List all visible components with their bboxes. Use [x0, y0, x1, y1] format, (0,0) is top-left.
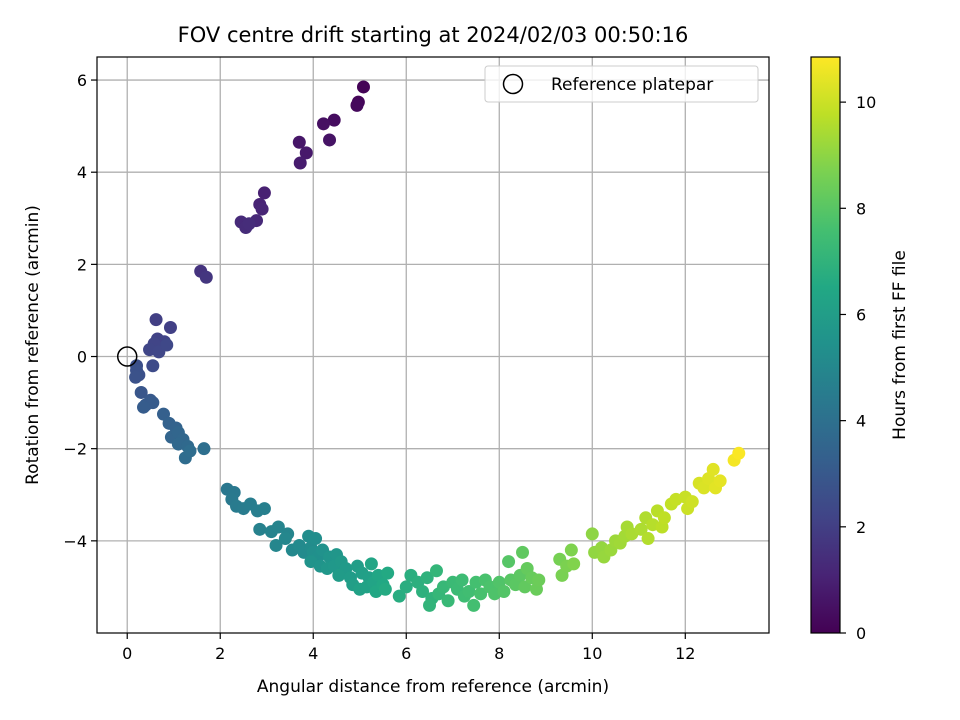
data-point — [429, 564, 443, 578]
data-point — [163, 320, 177, 334]
x-tick-label: 6 — [401, 644, 411, 663]
colorbar-tick-label: 6 — [856, 305, 866, 324]
data-point — [332, 568, 346, 582]
data-point — [399, 580, 413, 594]
data-point — [634, 522, 648, 536]
legend: Reference platepar — [484, 65, 759, 103]
data-point — [467, 598, 481, 612]
data-points — [116, 80, 746, 612]
data-point — [462, 585, 476, 599]
data-point — [253, 522, 267, 536]
data-point — [685, 495, 699, 509]
data-point — [532, 573, 546, 587]
data-point — [293, 156, 307, 170]
x-tick-label: 2 — [215, 644, 225, 663]
y-tick-label: 6 — [77, 71, 87, 90]
data-point — [278, 532, 292, 546]
data-point — [257, 502, 271, 516]
y-tick-label: 2 — [77, 255, 87, 274]
data-point — [516, 545, 530, 559]
data-point — [137, 400, 151, 414]
data-point — [129, 370, 143, 384]
plot-frame — [96, 56, 770, 634]
y-tick-label: 4 — [77, 163, 87, 182]
data-point — [327, 113, 341, 127]
data-point — [292, 135, 306, 149]
data-point — [455, 573, 469, 587]
data-point — [149, 313, 163, 327]
y-axis-label: Rotation from reference (arcmin) — [23, 205, 43, 485]
data-point — [474, 587, 488, 601]
colorbar-tick-label: 10 — [856, 93, 876, 112]
data-point — [271, 520, 285, 534]
reference-platepar-marker — [116, 346, 138, 367]
data-point — [299, 146, 313, 160]
data-point — [242, 217, 256, 231]
data-point — [378, 582, 392, 596]
data-point — [356, 80, 370, 94]
data-point — [160, 338, 174, 352]
data-point — [518, 580, 532, 594]
data-point — [269, 538, 283, 552]
data-point — [199, 270, 213, 284]
data-point — [381, 566, 395, 580]
colorbar-tick-label: 4 — [856, 412, 866, 431]
data-point — [183, 444, 197, 458]
colorbar-ticks: 0 2 4 6 8 10 — [840, 93, 876, 643]
data-point — [497, 585, 511, 599]
data-point — [392, 589, 406, 603]
x-axis-label: Angular distance from reference (arcmin) — [257, 677, 609, 697]
data-point — [134, 385, 148, 399]
y-tick-label: 0 — [77, 348, 87, 367]
data-point — [564, 543, 578, 557]
data-point — [309, 532, 323, 546]
data-point — [323, 133, 337, 147]
y-tick-label: −4 — [63, 532, 87, 551]
grid — [97, 57, 769, 633]
x-tick-label: 4 — [308, 644, 318, 663]
data-point — [441, 594, 455, 608]
chart-title: FOV centre drift starting at 2024/02/03 … — [178, 23, 689, 47]
data-point — [197, 442, 211, 456]
colorbar-tick-label: 0 — [856, 624, 866, 643]
x-tick-label: 10 — [582, 644, 602, 663]
legend-label: Reference platepar — [551, 75, 713, 95]
legend-box — [484, 65, 759, 103]
colorbar-label: Hours from first FF file — [890, 250, 910, 440]
data-point — [350, 98, 364, 112]
legend-marker-icon — [502, 73, 524, 95]
data-point — [316, 117, 330, 131]
x-tick-label: 8 — [494, 644, 504, 663]
data-point — [567, 557, 581, 571]
data-point — [423, 598, 437, 612]
data-point — [257, 186, 271, 200]
x-tick-label: 0 — [122, 644, 132, 663]
colorbar: 0 2 4 6 8 10 Hours from first FF file — [810, 56, 910, 643]
colorbar-bar — [810, 56, 841, 634]
colorbar-tick-label: 8 — [856, 199, 866, 218]
y-axis-ticks: −4 −2 0 2 4 6 — [63, 71, 97, 551]
colorbar-tick-label: 2 — [856, 518, 866, 537]
data-point — [713, 474, 727, 488]
data-point — [585, 527, 599, 541]
data-point — [364, 557, 378, 571]
x-tick-label: 12 — [675, 644, 695, 663]
data-point — [657, 511, 671, 525]
data-point — [416, 585, 430, 599]
data-point — [641, 532, 655, 546]
data-point — [255, 202, 269, 216]
data-point — [420, 571, 434, 585]
data-point — [732, 446, 746, 460]
data-point — [706, 462, 720, 476]
data-point — [146, 359, 160, 373]
data-point — [502, 555, 516, 569]
y-tick-label: −2 — [63, 440, 87, 459]
x-axis-ticks: 0 2 4 6 8 10 12 — [122, 633, 695, 663]
